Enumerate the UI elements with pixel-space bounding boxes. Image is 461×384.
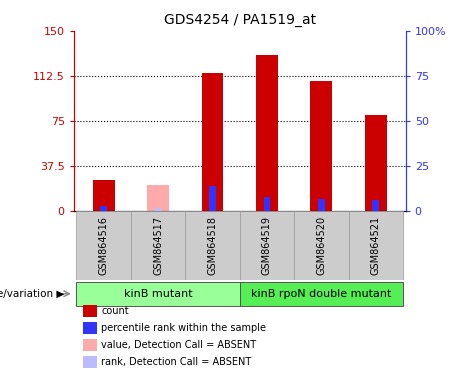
Bar [209, 186, 216, 211]
Text: GSM864516: GSM864516 [99, 216, 109, 275]
Bar [131, 211, 185, 280]
Bar [256, 55, 278, 211]
Bar [349, 211, 403, 280]
Bar [365, 115, 387, 211]
Bar [185, 211, 240, 280]
Text: GSM864521: GSM864521 [371, 216, 381, 275]
Bar [147, 185, 169, 211]
Text: count: count [101, 306, 129, 316]
Bar [201, 73, 224, 211]
Bar [310, 81, 332, 211]
Text: GSM864520: GSM864520 [316, 216, 326, 275]
Bar [155, 208, 161, 211]
Text: GSM864518: GSM864518 [207, 216, 218, 275]
Text: percentile rank within the sample: percentile rank within the sample [101, 323, 266, 333]
Bar [77, 211, 131, 280]
Text: value, Detection Call = ABSENT: value, Detection Call = ABSENT [101, 340, 256, 350]
Bar [77, 282, 240, 306]
Bar [318, 199, 325, 211]
Text: GSM864519: GSM864519 [262, 216, 272, 275]
Bar [294, 211, 349, 280]
Bar [100, 206, 107, 211]
Bar [240, 282, 403, 306]
Text: kinB mutant: kinB mutant [124, 289, 192, 299]
Text: GSM864517: GSM864517 [153, 216, 163, 275]
Bar [93, 180, 115, 211]
Text: kinB rpoN double mutant: kinB rpoN double mutant [251, 289, 391, 299]
Text: rank, Detection Call = ABSENT: rank, Detection Call = ABSENT [101, 357, 252, 367]
Title: GDS4254 / PA1519_at: GDS4254 / PA1519_at [164, 13, 316, 27]
Bar [240, 211, 294, 280]
Text: genotype/variation ▶: genotype/variation ▶ [0, 289, 65, 299]
Bar [372, 200, 379, 211]
Bar [264, 197, 270, 211]
